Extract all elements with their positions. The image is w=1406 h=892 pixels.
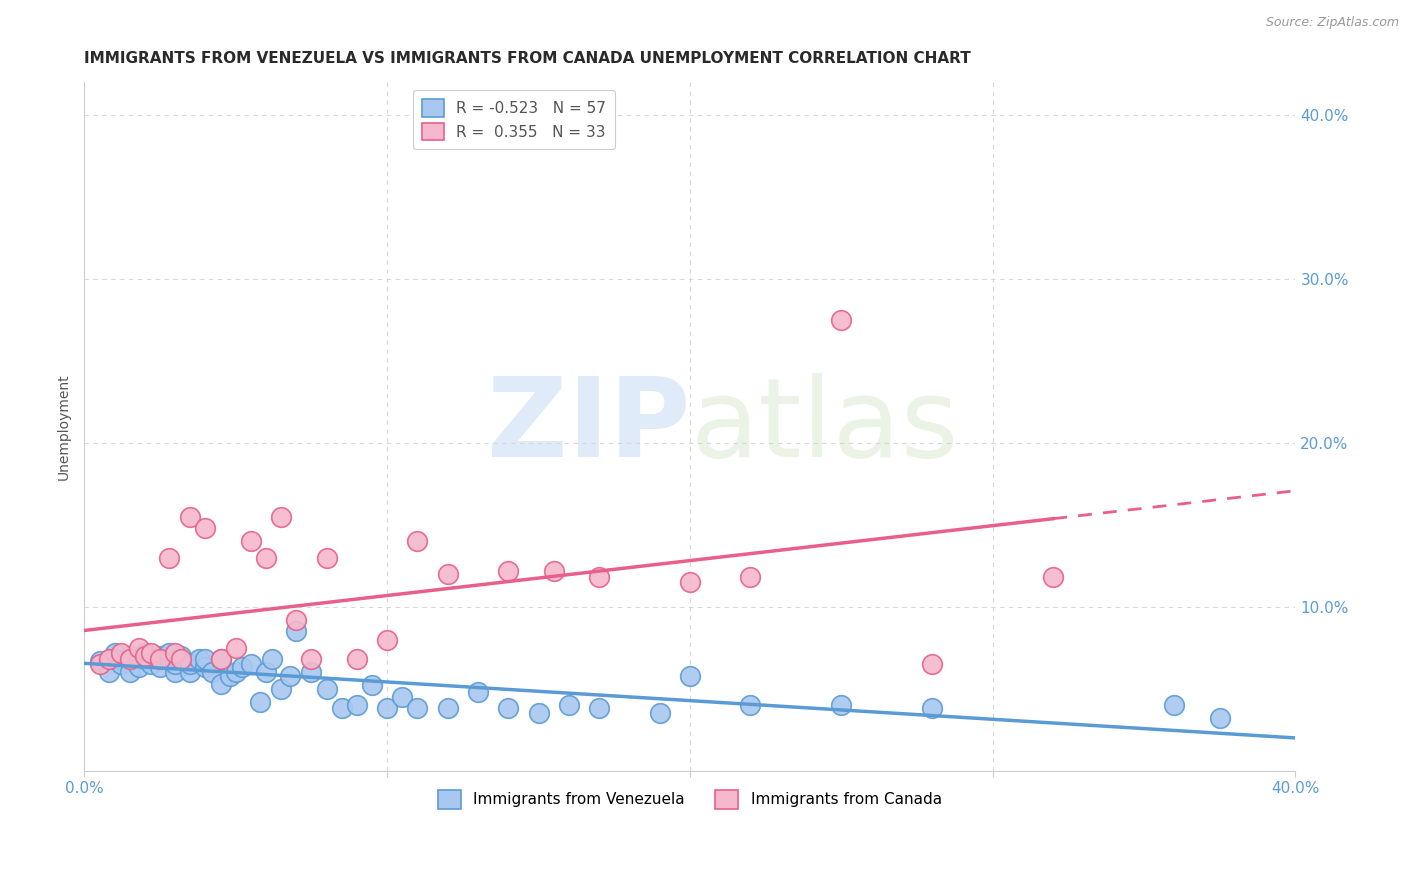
Point — [110, 657, 132, 672]
Point — [157, 550, 180, 565]
Point — [249, 695, 271, 709]
Point — [149, 648, 172, 663]
Point — [375, 632, 398, 647]
Point — [239, 657, 262, 672]
Point — [301, 665, 323, 680]
Point — [89, 654, 111, 668]
Point — [97, 665, 120, 680]
Point — [209, 677, 232, 691]
Point — [89, 657, 111, 672]
Point — [315, 681, 337, 696]
Point — [436, 701, 458, 715]
Point — [165, 657, 187, 672]
Point — [128, 640, 150, 655]
Point — [270, 681, 292, 696]
Point — [165, 646, 187, 660]
Y-axis label: Unemployment: Unemployment — [58, 373, 72, 480]
Point — [648, 706, 671, 721]
Point — [194, 521, 217, 535]
Point — [262, 652, 284, 666]
Point — [118, 665, 141, 680]
Point — [1163, 698, 1185, 712]
Point — [740, 698, 762, 712]
Point — [375, 701, 398, 715]
Point — [558, 698, 581, 712]
Point — [436, 566, 458, 581]
Point — [218, 668, 240, 682]
Point — [285, 624, 308, 639]
Point — [270, 509, 292, 524]
Text: atlas: atlas — [690, 373, 959, 480]
Point — [361, 678, 384, 692]
Point — [209, 652, 232, 666]
Point — [467, 685, 489, 699]
Point — [406, 701, 429, 715]
Point — [188, 652, 211, 666]
Legend: Immigrants from Venezuela, Immigrants from Canada: Immigrants from Venezuela, Immigrants fr… — [432, 784, 948, 814]
Point — [330, 701, 353, 715]
Point — [209, 652, 232, 666]
Point — [254, 665, 277, 680]
Point — [588, 570, 610, 584]
Point — [179, 665, 201, 680]
Point — [157, 652, 180, 666]
Point — [157, 646, 180, 660]
Point — [194, 660, 217, 674]
Point — [231, 660, 253, 674]
Point — [97, 652, 120, 666]
Point — [921, 657, 943, 672]
Point — [225, 665, 247, 680]
Point — [134, 648, 156, 663]
Point — [179, 657, 201, 672]
Point — [543, 564, 565, 578]
Point — [406, 534, 429, 549]
Point — [200, 665, 222, 680]
Point — [315, 550, 337, 565]
Point — [118, 652, 141, 666]
Point — [149, 660, 172, 674]
Point — [104, 652, 127, 666]
Point — [128, 660, 150, 674]
Point — [830, 698, 852, 712]
Point — [496, 701, 519, 715]
Point — [149, 652, 172, 666]
Point — [104, 646, 127, 660]
Point — [254, 550, 277, 565]
Point — [679, 575, 702, 590]
Point — [496, 564, 519, 578]
Point — [301, 652, 323, 666]
Text: Source: ZipAtlas.com: Source: ZipAtlas.com — [1265, 16, 1399, 29]
Point — [179, 509, 201, 524]
Point — [225, 640, 247, 655]
Point — [239, 534, 262, 549]
Point — [1209, 711, 1232, 725]
Text: ZIP: ZIP — [486, 373, 690, 480]
Point — [278, 668, 301, 682]
Point — [194, 652, 217, 666]
Point — [139, 657, 162, 672]
Point — [110, 646, 132, 660]
Point — [391, 690, 413, 704]
Point — [170, 652, 193, 666]
Point — [285, 613, 308, 627]
Point — [134, 646, 156, 660]
Point — [527, 706, 550, 721]
Point — [921, 701, 943, 715]
Point — [830, 313, 852, 327]
Point — [139, 646, 162, 660]
Point — [170, 648, 193, 663]
Point — [118, 648, 141, 663]
Point — [1042, 570, 1064, 584]
Text: IMMIGRANTS FROM VENEZUELA VS IMMIGRANTS FROM CANADA UNEMPLOYMENT CORRELATION CHA: IMMIGRANTS FROM VENEZUELA VS IMMIGRANTS … — [84, 51, 972, 66]
Point — [346, 652, 368, 666]
Point — [346, 698, 368, 712]
Point — [165, 665, 187, 680]
Point — [134, 652, 156, 666]
Point — [740, 570, 762, 584]
Point — [679, 668, 702, 682]
Point — [588, 701, 610, 715]
